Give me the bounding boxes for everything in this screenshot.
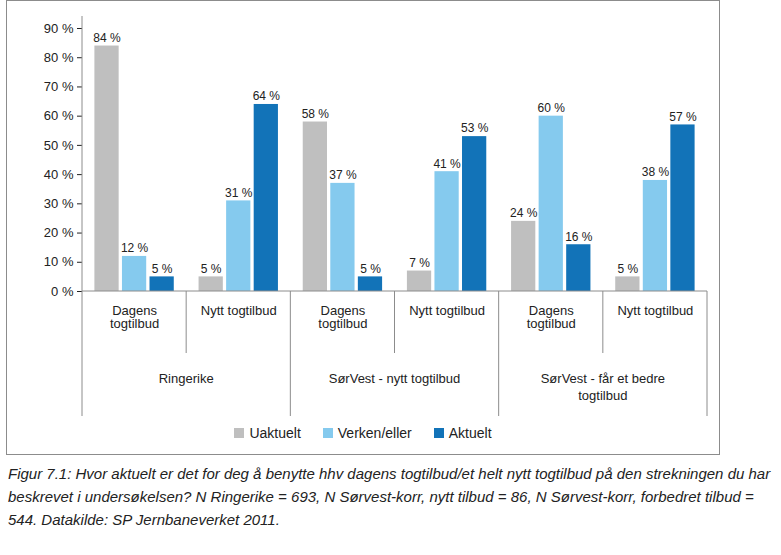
svg-text:57 %: 57 % [669, 110, 697, 124]
svg-text:5 %: 5 % [360, 262, 381, 276]
svg-text:Nytt togtilbud: Nytt togtilbud [617, 303, 693, 318]
svg-text:60 %: 60 % [44, 108, 74, 123]
svg-text:41 %: 41 % [433, 157, 461, 171]
svg-text:53 %: 53 % [461, 121, 489, 135]
svg-text:Dagenstogtilbud: Dagenstogtilbud [318, 303, 367, 331]
svg-text:60 %: 60 % [538, 101, 566, 115]
svg-text:Nytt togtilbud: Nytt togtilbud [201, 303, 277, 318]
svg-text:12 %: 12 % [121, 241, 149, 255]
svg-text:10 %: 10 % [44, 254, 74, 269]
html-text:Aktuelt: Aktuelt [448, 425, 492, 441]
svg-text:20 %: 20 % [44, 225, 74, 240]
svg-text:80 %: 80 % [44, 50, 74, 65]
svg-text:30 %: 30 % [44, 196, 74, 211]
svg-text:SørVest - får et bedretogtilbu: SørVest - får et bedretogtilbud [541, 371, 665, 403]
svg-text:38 %: 38 % [642, 165, 670, 179]
svg-text:SørVest - nytt togtilbud: SørVest - nytt togtilbud [329, 371, 461, 386]
svg-text:16 %: 16 % [565, 230, 593, 244]
svg-text:Dagenstogtilbud: Dagenstogtilbud [110, 303, 159, 331]
svg-text:64 %: 64 % [253, 89, 281, 103]
html-text:Uaktuelt: Uaktuelt [249, 425, 301, 441]
svg-text:70 %: 70 % [44, 79, 74, 94]
svg-text:84 %: 84 % [93, 31, 121, 45]
svg-text:5 %: 5 % [201, 262, 222, 276]
svg-text:24 %: 24 % [510, 206, 538, 220]
svg-text:40 %: 40 % [44, 167, 74, 182]
html-text:Verken/eller: Verken/eller [337, 425, 412, 441]
svg-text:50 %: 50 % [44, 138, 74, 153]
html-text:Figur 7.1: Hvor aktuelt er det: Figur 7.1: Hvor aktuelt er det for deg å… [8, 465, 771, 528]
svg-text:90 %: 90 % [44, 21, 74, 36]
svg-text:0 %: 0 % [51, 284, 74, 299]
svg-text:7 %: 7 % [409, 256, 430, 270]
svg-text:Ringerike: Ringerike [159, 371, 214, 386]
svg-text:37 %: 37 % [329, 168, 357, 182]
svg-text:Dagenstogtilbud: Dagenstogtilbud [527, 303, 576, 331]
svg-text:5 %: 5 % [152, 262, 173, 276]
svg-text:31 %: 31 % [225, 186, 253, 200]
svg-text:5 %: 5 % [618, 262, 639, 276]
svg-text:Nytt togtilbud: Nytt togtilbud [409, 303, 485, 318]
svg-text:58 %: 58 % [302, 107, 330, 121]
